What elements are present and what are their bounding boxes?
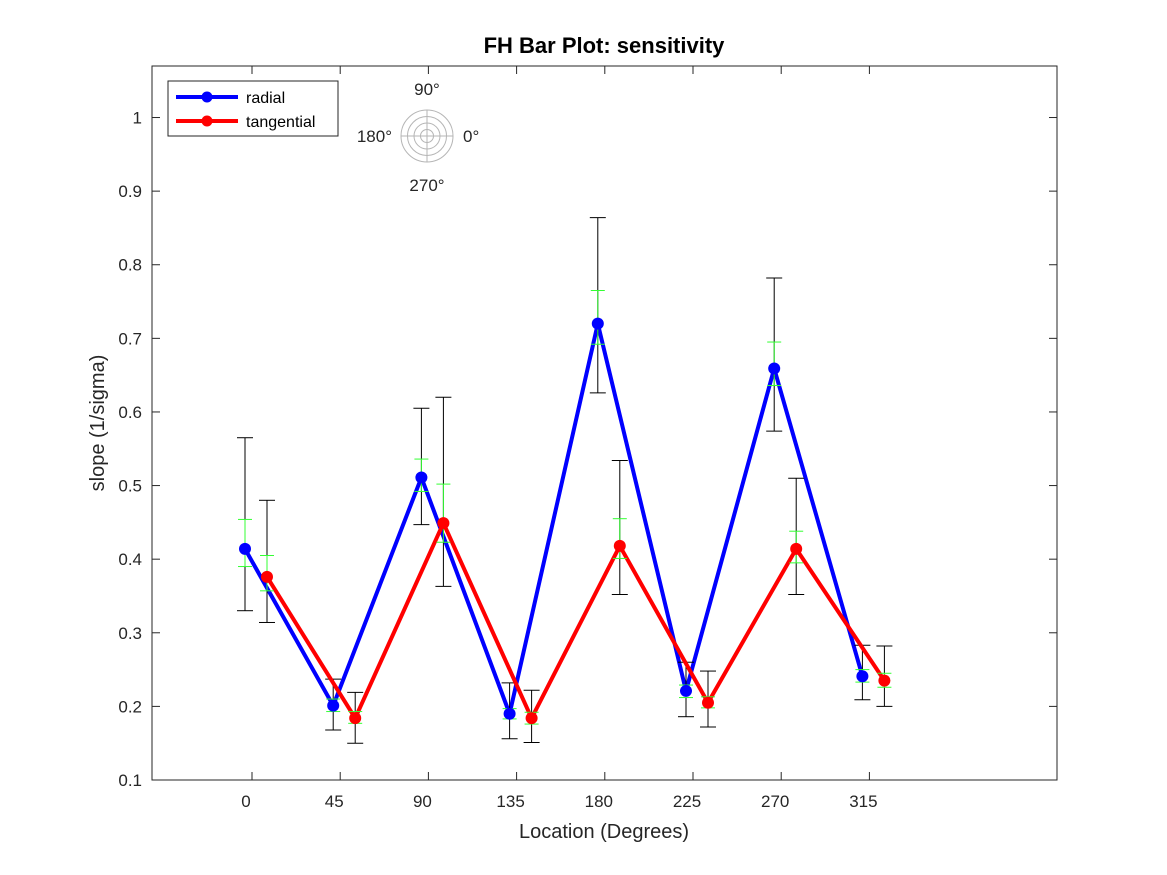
polar-inset: 90° 180° 0° 270°: [357, 80, 479, 195]
data-point-radial: [591, 317, 604, 330]
y-tick-label: 0.9: [118, 182, 142, 201]
data-point-radial: [239, 542, 251, 555]
x-tick-label: 180: [585, 792, 613, 811]
series-radial: [237, 217, 871, 740]
y-tick-label: 0.6: [118, 403, 142, 422]
data-point-radial: [856, 670, 869, 683]
data-point-radial: [768, 362, 781, 375]
y-axis: 0.1 0.2 0.3 0.4 0.5 0.6 0.7 0.8 0.9 1: [118, 109, 1057, 790]
x-tick-label: 45: [325, 792, 344, 811]
legend-radial-label: radial: [246, 90, 285, 107]
x-tick-label: 270: [761, 792, 789, 811]
y-tick-label: 0.4: [118, 550, 142, 569]
series-line-radial: [243, 321, 865, 716]
data-point-tangential: [261, 570, 273, 583]
y-axis-label: slope (1/sigma): [87, 355, 109, 492]
polar-label-270: 270°: [409, 176, 444, 195]
legend-radial-marker: [201, 91, 213, 103]
series-layer: [237, 217, 893, 744]
chart-title: FH Bar Plot: sensitivity: [484, 33, 726, 58]
data-point-tangential: [790, 542, 803, 555]
data-point-radial: [327, 699, 340, 712]
x-tick-label: 225: [673, 792, 701, 811]
series-line-tangential: [265, 521, 887, 721]
data-point-tangential: [702, 696, 714, 709]
plot-area: [151, 65, 1058, 781]
data-point-tangential: [878, 674, 891, 687]
y-tick-label: 0.8: [118, 256, 142, 275]
legend: radial tangential: [167, 80, 339, 137]
data-point-tangential: [525, 712, 538, 725]
polar-label-180: 180°: [357, 127, 392, 146]
polar-label-0: 0°: [463, 127, 479, 146]
y-tick-label: 0.1: [118, 771, 142, 790]
y-tick-label: 1: [133, 109, 142, 128]
data-point-tangential: [349, 712, 362, 725]
x-tick-label: 90: [413, 792, 432, 811]
x-tick-label: 0: [241, 792, 250, 811]
data-point-tangential: [437, 517, 450, 530]
legend-box: [167, 80, 339, 137]
x-tick-label: 135: [496, 792, 524, 811]
legend-tangential-label: tangential: [246, 114, 315, 131]
y-tick-label: 0.5: [118, 477, 142, 496]
polar-rings: [400, 109, 454, 163]
data-point-radial: [680, 684, 692, 697]
polar-label-90: 90°: [414, 80, 440, 99]
data-point-radial: [415, 471, 428, 484]
x-axis: 0 45 90 135 180 225 270 315: [241, 66, 878, 811]
y-tick-label: 0.2: [118, 697, 142, 716]
y-tick-label: 0.3: [118, 624, 142, 643]
data-point-radial: [503, 707, 516, 720]
series-tangential: [259, 396, 893, 744]
x-axis-label: Location (Degrees): [519, 821, 689, 843]
legend-tangential-marker: [201, 115, 213, 127]
y-tick-label: 0.7: [118, 329, 142, 348]
x-tick-label: 315: [849, 792, 877, 811]
data-point-tangential: [613, 539, 626, 552]
